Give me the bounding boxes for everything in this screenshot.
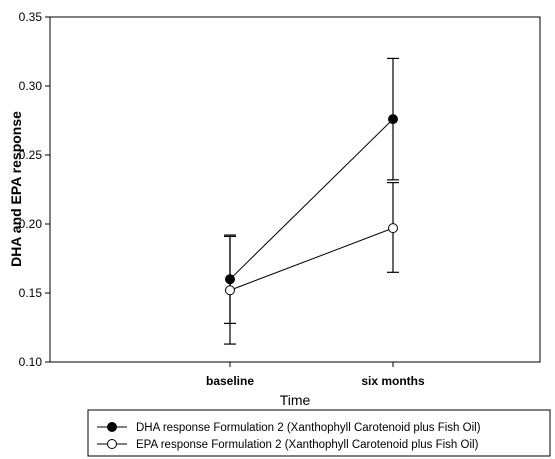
legend-item-dha: DHA response Formulation 2 (Xanthophyll … [97,422,481,434]
x-tick-label: six months [361,374,425,388]
legend-item-epa: EPA response Formulation 2 (Xanthophyll … [97,439,479,451]
legend: DHA response Formulation 2 (Xanthophyll … [87,409,551,457]
legend-label: EPA response Formulation 2 (Xanthophyll … [136,439,479,451]
series-dha [224,57,399,324]
y-axis: 0.10 0.15 0.20 0.25 0.30 0.35 [19,10,50,369]
x-tick-label: baseline [206,374,254,388]
y-tick-label: 0.15 [19,286,43,300]
series-line [229,227,394,291]
y-tick-label: 0.30 [19,79,43,93]
x-axis-title: Time [280,392,311,408]
x-axis: baseline six months [206,362,425,388]
data-point [388,114,398,125]
y-tick-label: 0.35 [19,10,43,24]
y-axis-title: DHA and EPA response [8,111,24,267]
y-tick-label: 0.25 [19,148,43,162]
legend-marker [107,439,117,449]
series-epa [224,182,399,345]
legend-label: DHA response Formulation 2 (Xanthophyll … [136,422,481,434]
y-tick-label: 0.20 [19,217,43,231]
plot-area [49,16,541,363]
series-line [229,118,394,280]
legend-box [87,409,551,457]
y-tick-label: 0.10 [19,355,43,369]
series-layer [224,57,399,345]
legend-marker [107,422,117,432]
data-point [388,223,398,234]
data-point [225,285,235,296]
